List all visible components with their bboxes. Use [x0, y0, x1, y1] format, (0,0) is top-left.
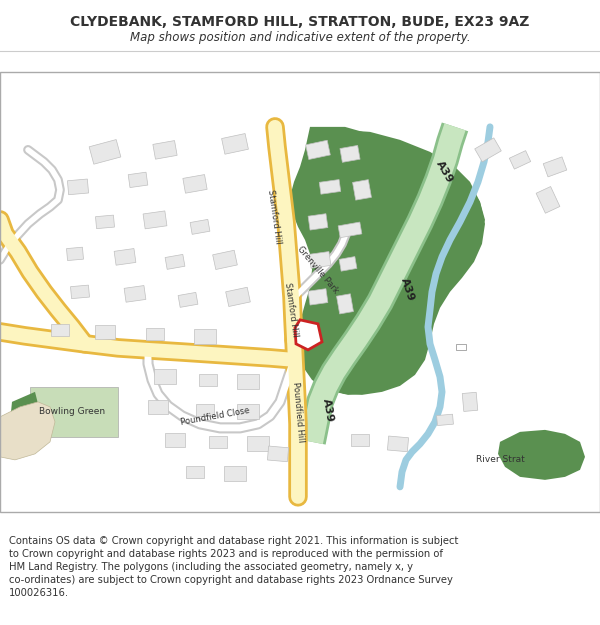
Polygon shape — [143, 211, 167, 229]
Polygon shape — [388, 436, 409, 452]
Text: Poundfield Hill: Poundfield Hill — [291, 381, 305, 442]
Polygon shape — [462, 392, 478, 411]
Polygon shape — [71, 285, 89, 299]
Polygon shape — [154, 369, 176, 384]
Polygon shape — [319, 179, 341, 194]
Polygon shape — [190, 219, 210, 234]
Polygon shape — [146, 328, 164, 340]
Polygon shape — [10, 392, 40, 427]
Polygon shape — [309, 251, 331, 268]
Polygon shape — [536, 186, 560, 213]
Polygon shape — [290, 127, 485, 395]
Polygon shape — [124, 286, 146, 302]
Polygon shape — [543, 157, 567, 177]
Polygon shape — [509, 151, 530, 169]
Polygon shape — [339, 257, 357, 271]
Polygon shape — [148, 400, 168, 414]
Text: Poundfield Close: Poundfield Close — [179, 406, 250, 428]
Polygon shape — [295, 320, 322, 350]
Polygon shape — [268, 446, 289, 462]
Polygon shape — [196, 404, 214, 416]
Polygon shape — [30, 387, 118, 437]
Text: Map shows position and indicative extent of the property.: Map shows position and indicative extent… — [130, 31, 470, 44]
Polygon shape — [199, 374, 217, 386]
Polygon shape — [212, 250, 238, 269]
Polygon shape — [308, 214, 328, 230]
Polygon shape — [437, 414, 454, 426]
Polygon shape — [178, 292, 198, 308]
Polygon shape — [209, 436, 227, 448]
Polygon shape — [340, 146, 360, 162]
Polygon shape — [114, 249, 136, 265]
Polygon shape — [237, 374, 259, 389]
Polygon shape — [475, 138, 501, 162]
Text: River Strat: River Strat — [476, 456, 524, 464]
Polygon shape — [165, 433, 185, 447]
Polygon shape — [183, 174, 207, 193]
Text: Stamford Hill: Stamford Hill — [266, 189, 282, 244]
Polygon shape — [67, 179, 89, 195]
Text: Grenville Park: Grenville Park — [296, 244, 340, 295]
Text: A39: A39 — [400, 277, 416, 303]
Text: CLYDEBANK, STAMFORD HILL, STRATTON, BUDE, EX23 9AZ: CLYDEBANK, STAMFORD HILL, STRATTON, BUDE… — [70, 15, 530, 29]
Text: Stamford Hill: Stamford Hill — [283, 282, 299, 338]
Polygon shape — [165, 254, 185, 269]
Polygon shape — [337, 294, 353, 314]
Polygon shape — [186, 466, 204, 478]
Polygon shape — [498, 430, 585, 480]
Polygon shape — [194, 329, 216, 344]
Polygon shape — [221, 134, 248, 154]
Bar — [456, 344, 466, 350]
Polygon shape — [89, 139, 121, 164]
Polygon shape — [67, 248, 83, 261]
Polygon shape — [95, 215, 115, 229]
Polygon shape — [0, 402, 55, 460]
Polygon shape — [128, 172, 148, 187]
Polygon shape — [237, 404, 259, 419]
Polygon shape — [298, 130, 485, 395]
Polygon shape — [95, 325, 115, 339]
Polygon shape — [308, 289, 328, 305]
Polygon shape — [338, 222, 362, 238]
Text: Contains OS data © Crown copyright and database right 2021. This information is : Contains OS data © Crown copyright and d… — [9, 536, 458, 598]
Polygon shape — [305, 140, 331, 159]
Text: A39: A39 — [321, 397, 335, 422]
Polygon shape — [351, 434, 369, 446]
Text: Bowling Green: Bowling Green — [39, 408, 105, 416]
Text: A39: A39 — [434, 159, 455, 185]
Polygon shape — [247, 436, 269, 451]
Polygon shape — [51, 324, 69, 336]
Polygon shape — [353, 179, 371, 200]
Polygon shape — [153, 141, 177, 159]
Polygon shape — [226, 288, 250, 306]
Polygon shape — [224, 466, 246, 481]
